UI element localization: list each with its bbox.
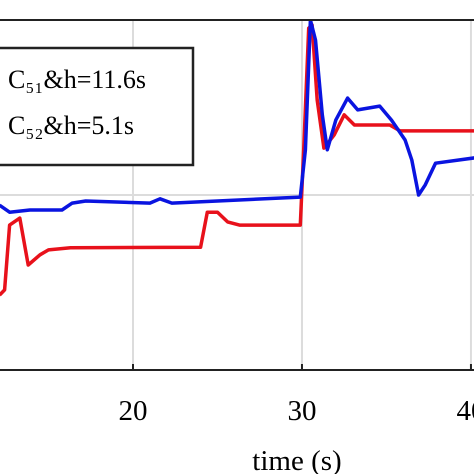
data-line bbox=[0, 23, 474, 297]
x-tick-label: 40 bbox=[456, 395, 474, 427]
plot-area bbox=[0, 20, 474, 297]
x-tick-label: 30 bbox=[287, 395, 316, 427]
legend-entry: C₅₂&h=5.1s bbox=[8, 111, 134, 140]
legend-box bbox=[0, 46, 195, 167]
x-tick-label: 20 bbox=[118, 395, 147, 427]
legend-entry: C₅₁&h=11.6s bbox=[8, 65, 146, 94]
data-line bbox=[0, 20, 474, 214]
x-axis-label: time (s) bbox=[252, 445, 341, 474]
